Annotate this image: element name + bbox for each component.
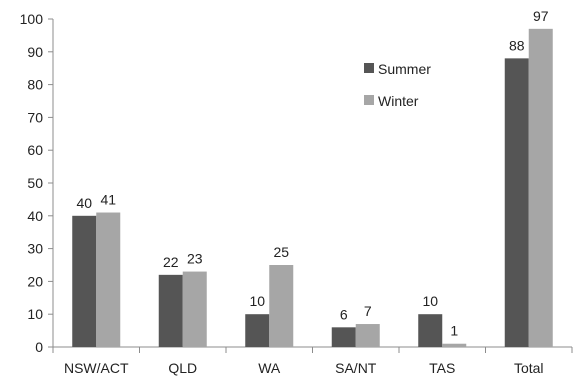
x-category-label: TAS	[429, 360, 455, 376]
bar-winter	[96, 212, 121, 347]
y-tick-label: 10	[27, 306, 43, 322]
legend-label: Summer	[378, 61, 431, 77]
y-tick-label: 100	[20, 11, 44, 27]
bar-summer	[72, 215, 97, 347]
bar-winter	[182, 271, 207, 347]
legend-swatch-summer	[364, 63, 374, 73]
bar-winter	[528, 28, 553, 348]
data-label: 41	[100, 192, 116, 208]
x-category-label: QLD	[168, 360, 197, 376]
bar-summer	[331, 327, 356, 347]
x-category-label: NSW/ACT	[64, 360, 129, 376]
x-axis: NSW/ACT QLD WA SA/NT TAS Total	[52, 346, 573, 376]
y-tick-label: 70	[27, 109, 43, 125]
data-label: 25	[273, 244, 289, 260]
legend-label: Winter	[378, 93, 419, 109]
bar-summer	[158, 274, 183, 347]
y-tick-label: 80	[27, 77, 43, 93]
data-label: 6	[340, 306, 348, 322]
y-axis: 0 10 20 30 40 50 60 70 80 90 100	[20, 11, 54, 355]
data-label: 10	[249, 293, 265, 309]
bar-winter	[442, 343, 467, 347]
y-tick-label: 60	[27, 142, 43, 158]
data-label: 22	[163, 254, 179, 270]
legend-swatch-winter	[364, 95, 374, 105]
y-tick-label: 30	[27, 241, 43, 257]
data-label: 40	[76, 195, 92, 211]
data-labels-group: 40 41 22 23 10 25 6 7 10 1 88 97	[76, 8, 548, 339]
data-label: 97	[533, 8, 549, 24]
data-label: 88	[509, 37, 525, 53]
y-tick-label: 20	[27, 273, 43, 289]
bar-summer	[245, 314, 270, 347]
y-tick-label: 50	[27, 175, 43, 191]
x-category-label: Total	[514, 360, 544, 376]
bars-group	[72, 28, 553, 348]
data-label: 10	[422, 293, 438, 309]
x-category-label: SA/NT	[335, 360, 377, 376]
y-tick-label: 0	[35, 339, 43, 355]
data-label: 7	[364, 303, 372, 319]
bar-summer	[504, 58, 529, 348]
data-label: 23	[187, 251, 203, 267]
bar-summer	[418, 314, 443, 347]
data-label: 1	[450, 323, 458, 339]
bar-winter	[269, 265, 294, 347]
x-category-label: WA	[258, 360, 281, 376]
y-tick-label: 90	[27, 44, 43, 60]
y-tick-label: 40	[27, 208, 43, 224]
legend: Summer Winter	[364, 61, 431, 109]
bar-winter	[355, 324, 380, 347]
